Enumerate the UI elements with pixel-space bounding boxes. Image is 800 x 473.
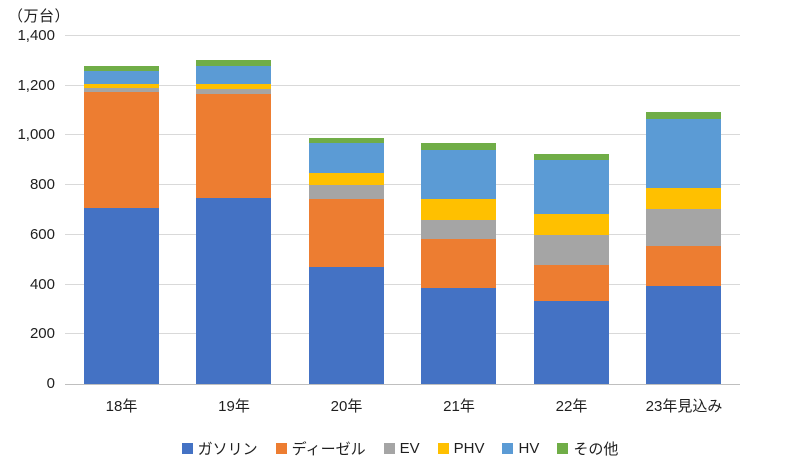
segment-その他: [196, 59, 272, 66]
x-axis-line: [65, 384, 740, 385]
gridline: [65, 134, 740, 135]
x-tick-label: 21年: [443, 398, 475, 415]
segment-ガソリン: [421, 288, 497, 384]
legend-label: ディーゼル: [291, 441, 366, 458]
segment-ディーゼル: [533, 264, 609, 301]
segment-ガソリン: [646, 285, 722, 384]
legend-swatch-icon: [502, 443, 514, 454]
segment-EV: [308, 185, 384, 199]
legend-label: HV: [518, 440, 540, 457]
gridline: [65, 234, 740, 235]
segment-PHV: [646, 187, 722, 209]
legend-label: EV: [399, 440, 420, 457]
y-tick-label: 1,000: [17, 126, 55, 144]
segment-PHV: [308, 172, 384, 186]
bar-18年: [83, 36, 159, 384]
segment-その他: [533, 154, 609, 161]
y-tick-label: 400: [29, 275, 55, 293]
bar-23年見込み: [646, 36, 722, 384]
gridline: [65, 333, 740, 334]
y-tick-label: 1,200: [17, 76, 55, 94]
y-tick-label: 800: [29, 176, 55, 194]
legend-swatch-icon: [557, 443, 569, 454]
x-tick-label: 23年見込み: [645, 398, 723, 415]
segment-ディーゼル: [196, 94, 272, 198]
segment-ディーゼル: [83, 91, 159, 208]
segment-ガソリン: [83, 207, 159, 384]
segment-HV: [196, 65, 272, 85]
bar-20年: [308, 36, 384, 384]
segment-HV: [83, 70, 159, 85]
segment-ガソリン: [196, 197, 272, 384]
segment-EV: [83, 88, 159, 92]
legend-label: その他: [573, 441, 619, 458]
segment-EV: [421, 219, 497, 239]
bar-19年: [196, 36, 272, 384]
legend-label: ガソリン: [197, 441, 258, 458]
segment-ディーゼル: [646, 246, 722, 286]
legend-item-ディーゼル: ディーゼル: [275, 438, 366, 459]
segment-HV: [308, 142, 384, 173]
legend: ガソリン ディーゼル EV PHV HV その他: [0, 438, 800, 459]
legend-item-HV: HV: [502, 440, 539, 457]
segment-その他: [421, 142, 497, 151]
segment-EV: [196, 89, 272, 95]
segment-HV: [533, 160, 609, 214]
legend-item-その他: その他: [557, 438, 618, 459]
legend-swatch-icon: [383, 443, 395, 454]
gridline: [65, 284, 740, 285]
segment-PHV: [533, 213, 609, 235]
legend-swatch-icon: [275, 443, 287, 454]
y-tick-label: 0: [46, 375, 55, 392]
y-tick-label: 1,400: [17, 27, 55, 44]
legend-label: PHV: [453, 440, 485, 457]
legend-item-EV: EV: [383, 440, 420, 457]
gridline: [65, 85, 740, 86]
legend-swatch-icon: [437, 443, 449, 454]
segment-ディーゼル: [308, 198, 384, 268]
segment-HV: [646, 119, 722, 188]
x-tick-label: 19年: [218, 398, 250, 415]
gridline: [65, 184, 740, 185]
segment-HV: [421, 150, 497, 199]
segment-その他: [646, 111, 722, 120]
y-axis-unit-label: （万台）: [8, 8, 71, 25]
segment-PHV: [83, 84, 159, 89]
segment-ガソリン: [308, 267, 384, 384]
x-tick-label: 18年: [105, 398, 138, 415]
legend-item-PHV: PHV: [437, 440, 485, 457]
segment-EV: [533, 234, 609, 265]
legend-item-ガソリン: ガソリン: [181, 438, 258, 459]
segment-ガソリン: [533, 300, 609, 384]
segment-PHV: [421, 198, 497, 220]
x-tick-label: 22年: [555, 398, 588, 415]
segment-その他: [308, 137, 384, 143]
y-tick-label: 600: [29, 225, 55, 243]
gridline: [65, 35, 740, 36]
y-tick-label: 200: [29, 325, 55, 343]
legend-swatch-icon: [181, 443, 193, 454]
segment-その他: [83, 65, 159, 71]
plot-area: [65, 35, 740, 385]
bar-22年: [533, 36, 609, 384]
segment-EV: [646, 208, 722, 247]
segment-PHV: [196, 84, 272, 90]
x-tick-label: 20年: [330, 398, 363, 415]
segment-ディーゼル: [421, 238, 497, 289]
bar-21年: [421, 36, 497, 384]
